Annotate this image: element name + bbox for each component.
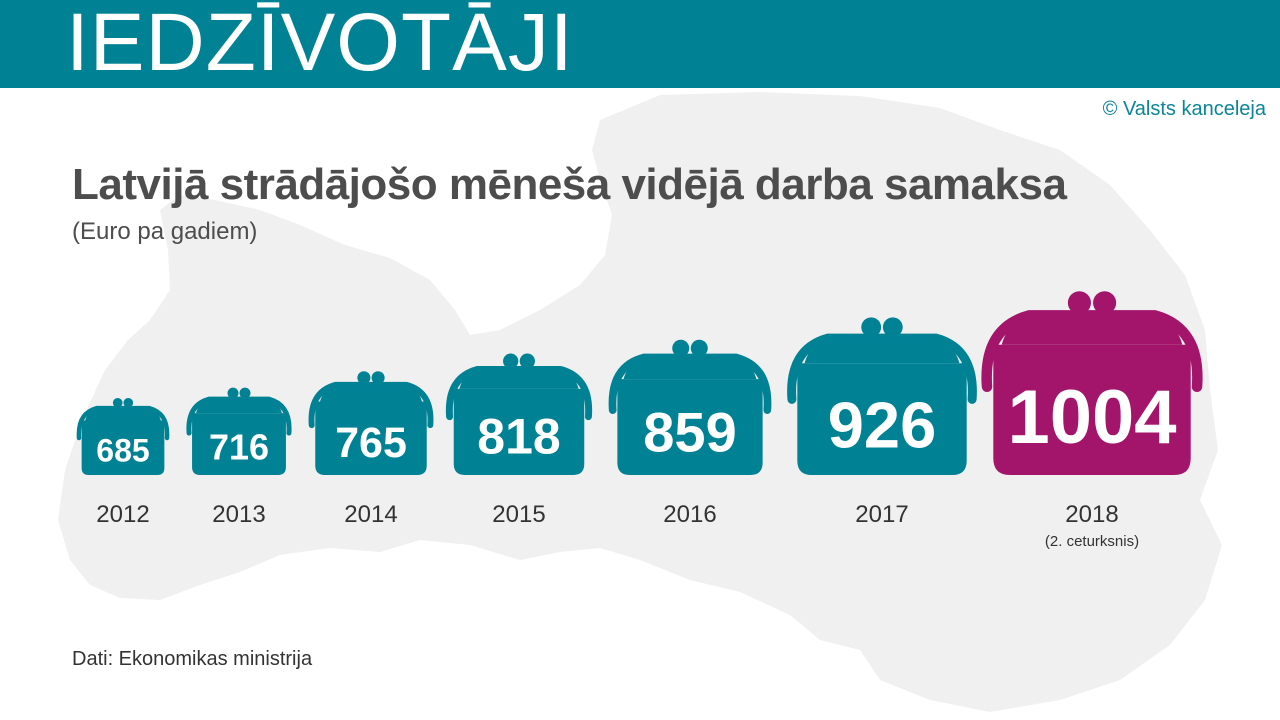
- header-title: IEDZĪVOTĀJI: [66, 0, 574, 88]
- year-label: 2017: [855, 501, 908, 528]
- year-label: 2012: [96, 501, 149, 528]
- value-label: 1004: [1007, 375, 1176, 460]
- year-note: (2. ceturksnis): [1045, 533, 1139, 550]
- value-label: 818: [477, 409, 560, 465]
- purse-bar: [186, 387, 292, 475]
- year-label: 2014: [344, 501, 397, 528]
- year-label: 2018: [1065, 501, 1118, 528]
- value-label: 926: [828, 388, 936, 461]
- value-label: 765: [335, 419, 407, 467]
- purse-bar: [445, 353, 593, 475]
- source-note: Dati: Ekonomikas ministrija: [72, 648, 313, 670]
- value-label: 685: [96, 433, 149, 469]
- chart-title: Latvijā strādājošo mēneša vidējā darba s…: [72, 160, 1067, 209]
- chart-subtitle: (Euro pa gadiem): [72, 218, 258, 245]
- purse-bar: [308, 371, 434, 475]
- copyright-label: © Valsts kanceleja: [1102, 98, 1266, 120]
- purse-bar: [787, 317, 977, 475]
- value-label: 716: [209, 427, 269, 468]
- purse-bar: [981, 291, 1203, 475]
- year-label: 2016: [663, 501, 716, 528]
- purse-bar: [76, 398, 170, 475]
- purse-bar: [608, 339, 772, 475]
- year-label: 2015: [492, 501, 545, 528]
- value-label: 859: [643, 400, 736, 463]
- header-bar: IEDZĪVOTĀJI: [0, 0, 1280, 88]
- year-label: 2013: [212, 501, 265, 528]
